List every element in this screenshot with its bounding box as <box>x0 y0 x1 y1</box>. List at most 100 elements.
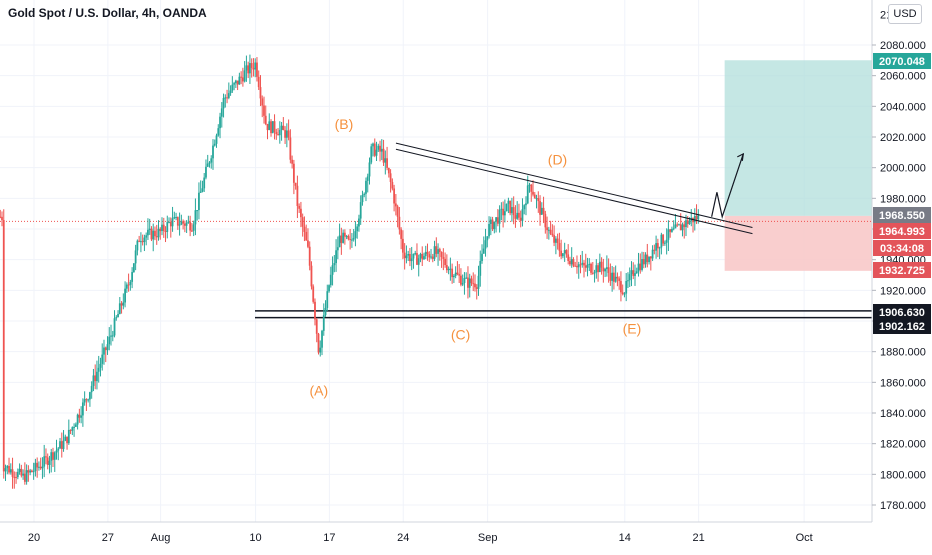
candle-body <box>688 220 691 225</box>
candle-body <box>180 221 183 225</box>
candle-body <box>282 125 285 131</box>
candle-body <box>182 221 185 224</box>
candle-body <box>653 249 656 251</box>
candle-body <box>468 278 471 288</box>
candle-body <box>489 219 492 224</box>
candle-body <box>329 274 332 286</box>
candle-body <box>275 131 278 135</box>
candle-body <box>134 250 137 264</box>
target-zone[interactable] <box>724 60 890 216</box>
candle-body <box>87 399 90 401</box>
candle-body <box>658 247 661 249</box>
candle-body <box>530 184 533 192</box>
candle-body <box>366 176 369 181</box>
candle-body <box>539 201 541 215</box>
candle-body <box>23 473 26 482</box>
candle-body <box>264 115 267 125</box>
time-axis[interactable]: 20 27 Aug 10 17 24 Sep 14 21 Oct <box>0 521 872 550</box>
candle-body <box>217 128 220 136</box>
time-tick-label: 14 <box>619 532 631 544</box>
candle-body <box>30 470 33 472</box>
candle-body <box>676 224 679 226</box>
candle-body <box>428 254 431 258</box>
candle-body <box>155 236 158 238</box>
candle-body <box>13 476 16 478</box>
candle-body <box>117 313 119 318</box>
candle-body <box>616 276 619 279</box>
candle-body <box>256 62 258 77</box>
candle-body <box>393 188 396 204</box>
candle-body <box>171 218 174 227</box>
candle-body <box>4 468 7 472</box>
candle-body <box>627 280 629 282</box>
price-tick-label: 2020.000 <box>880 132 926 144</box>
candle-body <box>234 80 237 84</box>
candle-body <box>373 143 376 156</box>
candle-body <box>560 250 563 257</box>
candle-body <box>187 221 190 223</box>
candle-body <box>672 228 675 230</box>
candle-body <box>665 239 668 243</box>
candle-body <box>278 129 281 136</box>
candle-body <box>398 216 401 230</box>
candle-body <box>273 121 276 132</box>
projection-path[interactable] <box>711 153 744 219</box>
candle-body <box>458 274 461 276</box>
axis-corner <box>872 522 932 550</box>
price-tick-label: 2060.000 <box>880 71 926 83</box>
candle-body <box>577 264 580 268</box>
candle-body <box>78 414 81 418</box>
candle-body <box>236 80 239 85</box>
candle-body <box>73 426 75 428</box>
currency-button[interactable]: USD <box>888 4 922 24</box>
stop-zone[interactable] <box>724 215 890 271</box>
candle-body <box>220 108 223 117</box>
candle-body <box>115 317 118 319</box>
candle-body <box>280 125 283 130</box>
trendline[interactable] <box>395 142 753 228</box>
time-tick-label: 10 <box>249 532 261 544</box>
candle-body <box>426 251 429 255</box>
candle-body <box>215 135 218 144</box>
candle-body <box>64 436 67 441</box>
price-tag-label: 1964.993 <box>879 226 925 238</box>
candle-body <box>549 229 552 234</box>
candle-body <box>336 247 339 251</box>
candle-body <box>416 253 418 265</box>
candle-body <box>656 243 659 249</box>
price-tag <box>873 318 931 334</box>
price-axis[interactable]: 1780.000 1800.000 1820.000 1840.000 1860.000… <box>871 0 932 550</box>
candle-body <box>92 375 95 386</box>
candle-body <box>407 254 410 256</box>
candle-body <box>412 253 415 259</box>
candle-body <box>609 272 612 281</box>
candle-body <box>523 205 526 210</box>
candle-body <box>261 98 264 106</box>
candle-body <box>576 265 578 268</box>
candle-body <box>695 216 698 220</box>
candle-body <box>59 441 61 449</box>
price-tag-label: 1968.550 <box>879 210 925 222</box>
candle-body <box>29 470 32 473</box>
candle-body <box>583 262 585 266</box>
candle-body <box>417 258 420 265</box>
candle-body <box>147 229 149 236</box>
candle-body <box>132 263 135 273</box>
trendline[interactable] <box>395 148 753 235</box>
candle-body <box>6 465 9 469</box>
candle-body <box>168 222 170 224</box>
candle-body <box>679 224 682 231</box>
candle-body <box>161 224 163 232</box>
candle-body <box>569 260 571 265</box>
candle-body <box>547 229 550 231</box>
price-tag-label: 1902.162 <box>879 321 925 333</box>
candle-body <box>175 217 177 219</box>
candle-body <box>250 63 253 68</box>
candle-body <box>308 246 311 266</box>
candle-body <box>445 265 448 271</box>
candle-body <box>674 224 677 229</box>
candle-body <box>614 276 617 282</box>
time-tick-label: 24 <box>397 532 409 544</box>
